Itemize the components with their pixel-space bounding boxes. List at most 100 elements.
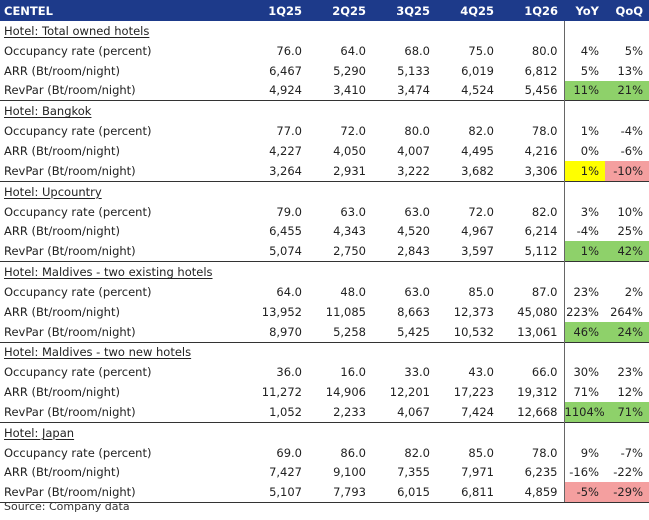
empty-cell — [372, 100, 436, 122]
header-col-4q25: 4Q25 — [436, 0, 500, 21]
empty-cell — [500, 180, 564, 202]
empty-cell — [372, 21, 436, 41]
empty-cell — [244, 180, 308, 202]
section-header-row: Hotel: Maldives - two new hotels — [0, 341, 649, 363]
section-header-row: Hotel: Maldives - two existing hotels — [0, 261, 649, 282]
metric-value: 10,532 — [453, 324, 494, 339]
metric-value: 2,750 — [333, 244, 366, 259]
header-company-label: CENTEL — [0, 0, 244, 21]
yoy-change: -16% — [563, 462, 605, 483]
yoy-change: 4% — [563, 40, 605, 61]
metric-value: 6,019 — [461, 63, 494, 78]
empty-cell — [244, 421, 308, 443]
metric-value: 64.0 — [276, 284, 302, 299]
metric-value: 16.0 — [340, 365, 366, 380]
empty-cell — [244, 100, 308, 122]
metric-value: 48.0 — [340, 284, 366, 299]
yoy-change: 1104% — [563, 402, 605, 423]
empty-cell — [605, 180, 649, 202]
empty-cell — [563, 100, 605, 122]
section-title: Hotel: Japan — [0, 421, 244, 443]
source-note: Source: Company data — [4, 500, 130, 513]
header-col-2q25: 2Q25 — [308, 0, 372, 21]
metric-value: 76.0 — [276, 43, 302, 58]
metric-value: 7,424 — [461, 404, 494, 419]
qoq-change: 42% — [605, 241, 649, 262]
empty-cell — [372, 261, 436, 282]
table-body: Hotel: Total owned hotels Occupancy rate … — [0, 21, 649, 504]
table-row: Occupancy rate (percent) 79.0 63.0 63.0 72.0… — [0, 201, 649, 222]
metric-label: ARR (Bt/room/night) — [4, 465, 120, 480]
metric-value: 4,067 — [397, 404, 430, 419]
qoq-change: 5% — [624, 43, 643, 58]
qoq-change: 12% — [617, 385, 643, 400]
table-header-row: CENTEL 1Q25 2Q25 3Q25 4Q25 1Q26 YoY QoQ — [0, 0, 649, 21]
metric-label: ARR (Bt/room/night) — [4, 385, 120, 400]
table-row: RevPar (Bt/room/night) 1,052 2,233 4,067 7,4… — [0, 402, 649, 423]
empty-cell — [436, 341, 500, 363]
table-row: Occupancy rate (percent) 36.0 16.0 33.0 43.0… — [0, 362, 649, 383]
metric-value: 4,924 — [269, 83, 302, 98]
empty-cell — [308, 261, 372, 282]
metric-value: 66.0 — [531, 365, 558, 380]
table-row: Occupancy rate (percent) 64.0 48.0 63.0 85.0… — [0, 281, 649, 302]
metric-label: RevPar (Bt/room/night) — [4, 324, 136, 339]
section-header-row: Hotel: Bangkok — [0, 100, 649, 122]
metric-value: 4,007 — [397, 143, 430, 158]
empty-cell — [308, 21, 372, 41]
empty-cell — [563, 341, 605, 363]
qoq-change: 13% — [617, 63, 643, 78]
metric-value: 17,223 — [453, 385, 494, 400]
metric-value: 6,467 — [269, 63, 302, 78]
metric-value: 8,663 — [397, 304, 430, 319]
metric-value: 4,343 — [333, 224, 366, 239]
empty-cell — [605, 100, 649, 122]
table-row: ARR (Bt/room/night) 6,455 4,343 4,520 4,967 6… — [0, 221, 649, 242]
empty-cell — [563, 21, 605, 41]
qoq-change: 10% — [617, 204, 643, 219]
empty-cell — [244, 21, 308, 41]
yoy-change: 1% — [563, 160, 605, 182]
metric-label: RevPar (Bt/room/night) — [4, 404, 136, 419]
metric-label: ARR (Bt/room/night) — [4, 304, 120, 319]
empty-cell — [308, 341, 372, 363]
metric-value: 12,668 — [517, 404, 558, 419]
metric-value: 43.0 — [468, 365, 494, 380]
table-row: ARR (Bt/room/night) 4,227 4,050 4,007 4,495 4… — [0, 141, 649, 161]
metric-value: 11,085 — [325, 304, 366, 319]
yoy-change: 11% — [563, 80, 605, 101]
section-header-row: Hotel: Japan — [0, 421, 649, 443]
yoy-change: 30% — [563, 362, 605, 383]
empty-cell — [436, 180, 500, 202]
metric-value: 3,597 — [461, 244, 494, 259]
metric-value: 4,216 — [524, 143, 558, 158]
metric-value: 80.0 — [531, 43, 558, 58]
metric-label: RevPar (Bt/room/night) — [4, 163, 136, 178]
metric-label: Occupancy rate (percent) — [4, 204, 152, 219]
metric-value: 5,107 — [244, 482, 308, 504]
metric-label: Occupancy rate (percent) — [4, 284, 152, 299]
metric-value: 68.0 — [404, 43, 430, 58]
yoy-change: 71% — [563, 382, 605, 403]
metric-value: 5,456 — [524, 83, 558, 98]
yoy-change: -5% — [563, 482, 605, 504]
metric-value: 2,843 — [397, 244, 430, 259]
metric-value: 5,425 — [397, 324, 430, 339]
metric-value: 63.0 — [404, 284, 430, 299]
metric-value: 11,272 — [261, 385, 302, 400]
empty-cell — [308, 100, 372, 122]
metric-value: 82.0 — [531, 204, 558, 219]
metric-value: 5,133 — [397, 63, 430, 78]
empty-cell — [500, 21, 564, 41]
metric-value: 82.0 — [468, 124, 494, 139]
metric-value: 12,373 — [453, 304, 494, 319]
metric-value: 5,074 — [269, 244, 302, 259]
metric-value: 2,931 — [333, 163, 366, 178]
metric-label: RevPar (Bt/room/night) — [4, 244, 136, 259]
empty-cell — [500, 341, 564, 363]
table-row: RevPar (Bt/room/night) 5,107 7,793 6,015 6,8… — [0, 482, 649, 504]
metric-value: 36.0 — [276, 365, 302, 380]
table-row: Occupancy rate (percent) 76.0 64.0 68.0 75.0… — [0, 40, 649, 61]
header-col-yoy: YoY — [564, 0, 605, 21]
metric-value: 64.0 — [340, 43, 366, 58]
